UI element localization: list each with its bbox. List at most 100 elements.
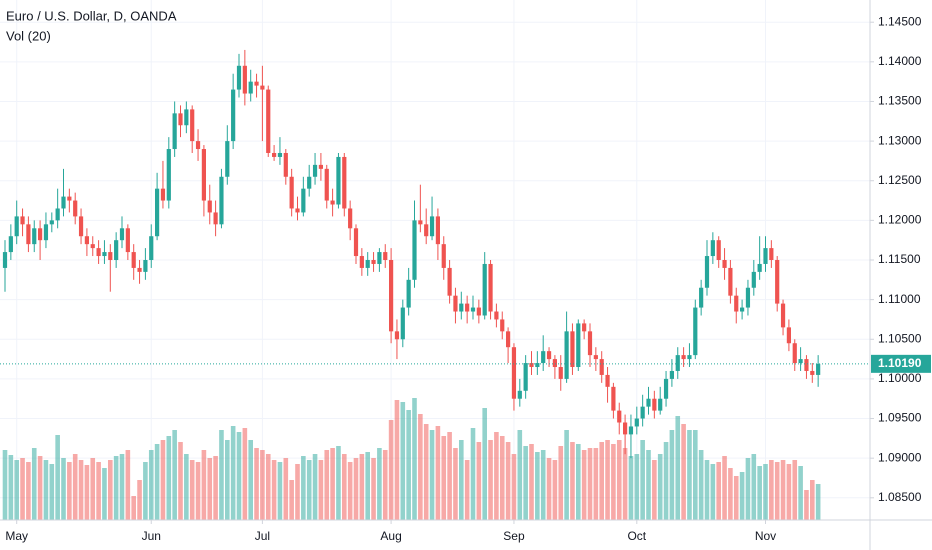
volume-bar bbox=[213, 456, 218, 520]
volume-bar bbox=[640, 440, 645, 520]
volume-bar bbox=[669, 430, 675, 520]
x-tick-label: May bbox=[5, 529, 28, 543]
volume-bar bbox=[710, 464, 716, 520]
candle-body bbox=[266, 89, 271, 153]
volume-bar bbox=[330, 448, 335, 520]
volume-bar bbox=[459, 440, 464, 520]
volume-bar bbox=[184, 454, 189, 520]
candle-body bbox=[757, 263, 762, 272]
x-tick-label: Sep bbox=[503, 529, 525, 543]
candle-body bbox=[2, 252, 8, 268]
candle-body bbox=[751, 271, 756, 288]
candle-body bbox=[365, 260, 370, 268]
candle-body bbox=[745, 287, 751, 308]
volume-bar bbox=[733, 476, 739, 520]
candle-body bbox=[535, 363, 540, 368]
volume-bar bbox=[810, 480, 815, 520]
candle-body bbox=[494, 311, 499, 320]
volume-bar bbox=[815, 484, 821, 520]
candle-body bbox=[459, 303, 464, 312]
volume-bar bbox=[312, 454, 318, 520]
volume-bar bbox=[792, 460, 798, 520]
volume-bar bbox=[622, 448, 628, 520]
volume-bar bbox=[154, 444, 160, 520]
volume-bar bbox=[283, 458, 289, 520]
candle-body bbox=[576, 323, 581, 368]
y-tick-label: 1.09000 bbox=[878, 450, 922, 464]
volume-bar bbox=[160, 440, 166, 520]
candle-body bbox=[201, 149, 206, 201]
volume-bar bbox=[722, 456, 727, 520]
candle-body bbox=[816, 363, 821, 375]
candle-body bbox=[663, 378, 669, 399]
volume-bar bbox=[394, 400, 400, 520]
candle-body bbox=[219, 176, 224, 225]
candle-body bbox=[734, 295, 739, 312]
candle-body bbox=[693, 307, 698, 356]
candle-body bbox=[307, 176, 312, 189]
candle-body bbox=[324, 168, 329, 201]
volume-bar bbox=[687, 430, 692, 520]
candle-body bbox=[564, 331, 569, 379]
candle-body bbox=[552, 359, 557, 368]
candle-body bbox=[605, 374, 610, 387]
volume-bar bbox=[412, 398, 417, 520]
candle-body bbox=[371, 260, 376, 264]
candle-body bbox=[582, 323, 587, 332]
y-tick-label: 1.09500 bbox=[878, 411, 922, 425]
candle-body bbox=[511, 347, 517, 399]
volume-bar bbox=[43, 460, 49, 520]
candle-body bbox=[49, 220, 54, 225]
volume-bar bbox=[125, 450, 131, 520]
volume-bar bbox=[786, 464, 792, 520]
candle-body bbox=[675, 355, 680, 371]
y-tick-label: 1.10500 bbox=[878, 331, 922, 345]
x-tick-label: Oct bbox=[627, 529, 646, 543]
volume-bar bbox=[96, 462, 101, 520]
candle-body bbox=[394, 331, 400, 340]
candle-body bbox=[558, 367, 563, 379]
volume-bar bbox=[67, 462, 72, 520]
volume-bar bbox=[646, 450, 651, 520]
candle-body bbox=[353, 228, 359, 257]
volume-bar bbox=[20, 458, 25, 520]
volume-bar bbox=[178, 442, 183, 520]
x-tick-label: Nov bbox=[755, 529, 776, 543]
indicator-title: Vol (20) bbox=[6, 28, 51, 43]
volume-bar bbox=[611, 444, 616, 520]
volume-bar bbox=[2, 450, 8, 520]
x-tick-label: Aug bbox=[380, 529, 401, 543]
candle-body bbox=[336, 156, 341, 205]
candle-body bbox=[114, 240, 119, 260]
volume-bar bbox=[517, 430, 523, 520]
volume-bar bbox=[108, 460, 113, 520]
candle-body bbox=[190, 109, 195, 142]
candle-body bbox=[108, 252, 113, 260]
candle-body bbox=[14, 216, 19, 237]
volume-bar bbox=[482, 408, 487, 520]
candle-body bbox=[383, 252, 388, 260]
volume-bar bbox=[254, 448, 259, 520]
volume-bar bbox=[382, 450, 388, 520]
candle-body bbox=[61, 196, 66, 209]
candle-body bbox=[704, 256, 710, 288]
volume-bar bbox=[587, 448, 593, 520]
candle-body bbox=[272, 152, 277, 157]
candle-body bbox=[125, 228, 130, 253]
x-tick-label: Jul bbox=[255, 529, 270, 543]
candle-body bbox=[634, 418, 639, 427]
volume-bar bbox=[523, 446, 528, 520]
volume-bar bbox=[377, 448, 382, 520]
candle-body bbox=[312, 164, 318, 177]
candle-body bbox=[213, 212, 218, 225]
volume-bar bbox=[535, 452, 540, 520]
volume-bar bbox=[90, 458, 96, 520]
candle-body bbox=[447, 267, 452, 296]
candle-body bbox=[441, 244, 446, 268]
volume-bar bbox=[225, 440, 230, 520]
volume-bar bbox=[552, 460, 558, 520]
candle-pane bbox=[2, 49, 821, 459]
candle-body bbox=[184, 109, 189, 126]
volume-bar bbox=[763, 464, 768, 520]
volume-bar bbox=[260, 450, 265, 520]
